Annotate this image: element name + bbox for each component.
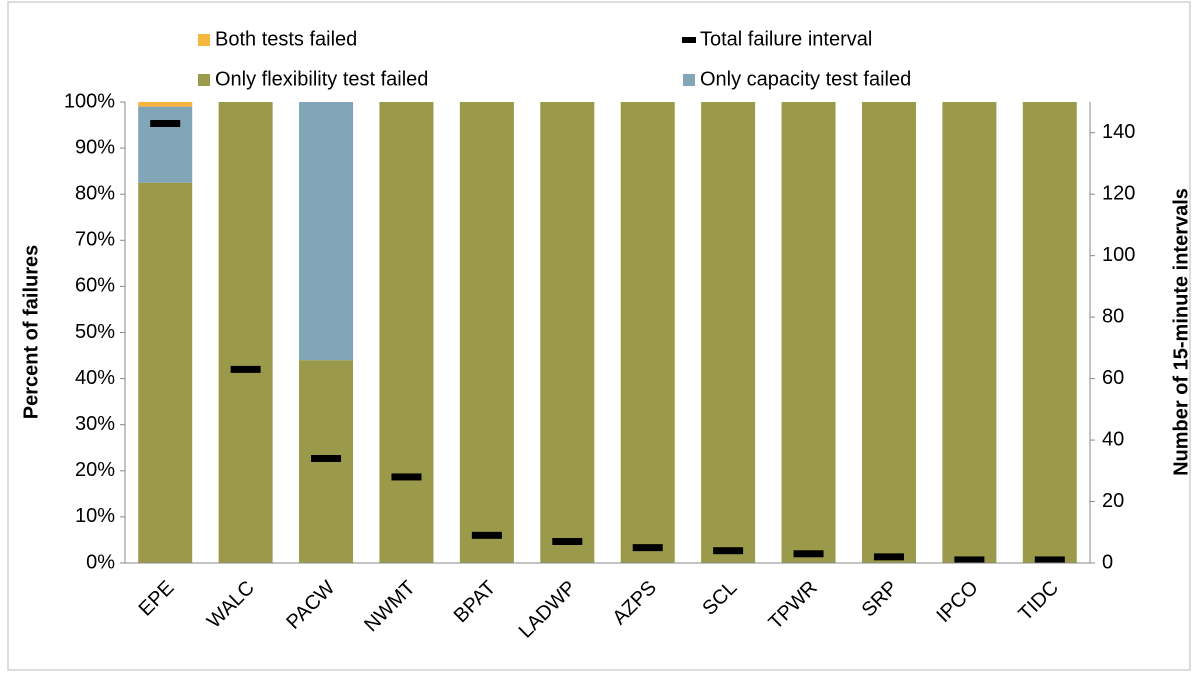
y2-tick-label: 60 [1102, 367, 1124, 389]
y-tick-label: 10% [75, 505, 115, 527]
total-marker [793, 550, 824, 558]
bar-segment [138, 106, 193, 183]
bar-segment [1022, 102, 1077, 563]
bar-segment [138, 182, 193, 564]
y2-axis-title: Number of 15-minute intervals [1170, 188, 1192, 476]
bar-segment [701, 102, 756, 563]
total-marker [391, 473, 422, 481]
total-marker [311, 455, 342, 463]
y-tick-label: 70% [75, 229, 115, 251]
total-marker [150, 120, 181, 128]
y-tick-label: 50% [75, 321, 115, 343]
y-tick-label: 90% [75, 136, 115, 158]
y2-tick-label: 80 [1102, 305, 1124, 327]
total-marker [954, 556, 985, 564]
total-marker [471, 531, 502, 539]
total-marker [552, 537, 583, 545]
legend-swatch [198, 74, 210, 86]
bar-segment [861, 102, 916, 563]
bar-segment [218, 102, 273, 563]
bar-segment [540, 102, 595, 563]
y-axis-title: Percent of failures [20, 245, 42, 420]
total-marker [873, 553, 904, 561]
legend-swatch [682, 37, 696, 43]
bar-segment [459, 102, 514, 563]
bar-segment [781, 102, 836, 563]
y-tick-label: 30% [75, 413, 115, 435]
legend-label: Only capacity test failed [700, 68, 911, 90]
bar-segment [620, 102, 675, 563]
y2-tick-label: 20 [1102, 490, 1124, 512]
legend-label: Only flexibility test failed [215, 68, 428, 90]
legend-swatch [683, 74, 695, 86]
legend-label: Both tests failed [215, 28, 357, 50]
y2-tick-label: 100 [1102, 244, 1135, 266]
y-tick-label: 80% [75, 182, 115, 204]
bar-segment [379, 102, 434, 563]
total-marker [1034, 556, 1065, 564]
total-marker [632, 544, 663, 552]
y2-tick-label: 40 [1102, 428, 1124, 450]
legend-label: Total failure interval [700, 28, 872, 50]
y-tick-label: 20% [75, 459, 115, 481]
total-marker [230, 365, 261, 373]
legend-swatch [198, 34, 210, 46]
total-marker [713, 547, 744, 555]
bar-segment [138, 102, 193, 107]
y2-tick-label: 120 [1102, 182, 1135, 204]
bar-segment [299, 102, 354, 361]
y-tick-label: 0% [86, 551, 115, 573]
y-tick-label: 40% [75, 367, 115, 389]
y2-tick-label: 0 [1102, 551, 1113, 573]
y-tick-label: 100% [64, 90, 115, 112]
bar-segment [942, 102, 997, 563]
y2-tick-label: 140 [1102, 121, 1135, 143]
y-tick-label: 60% [75, 275, 115, 297]
